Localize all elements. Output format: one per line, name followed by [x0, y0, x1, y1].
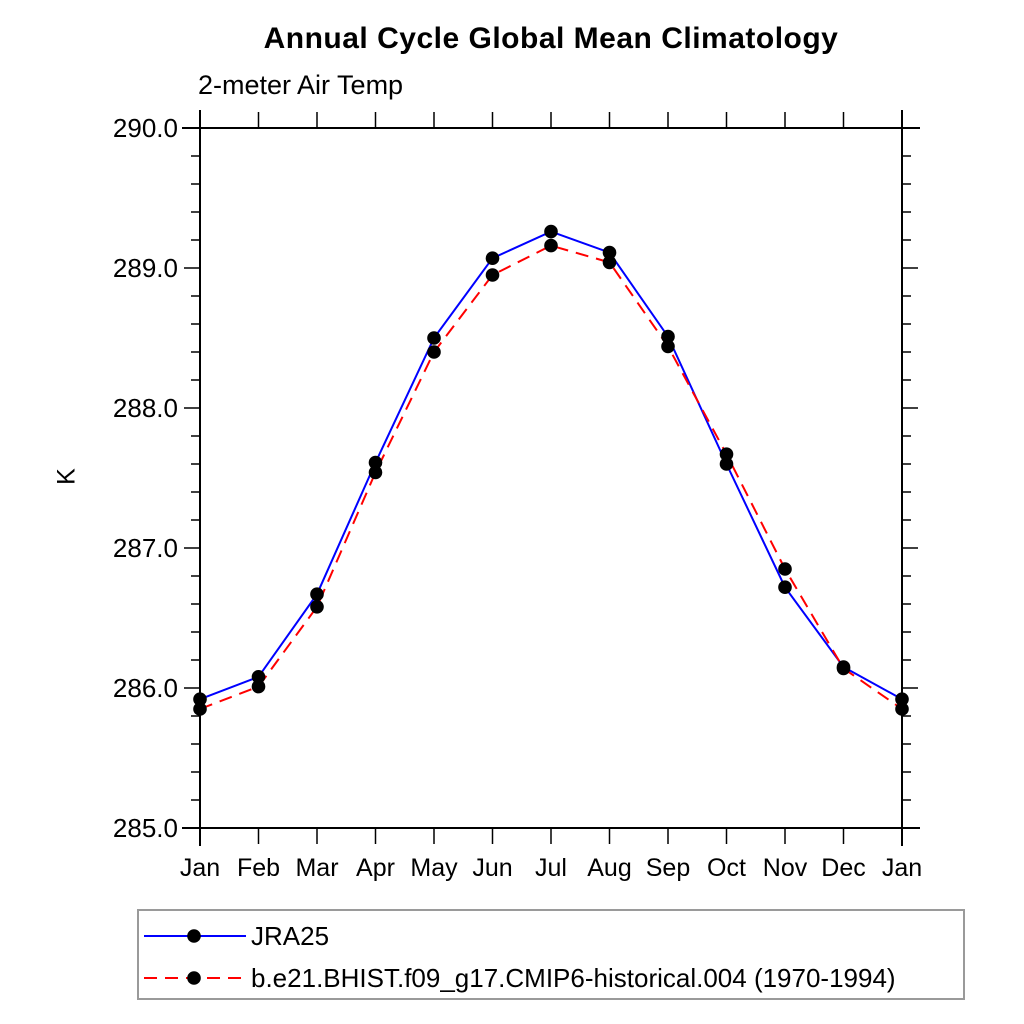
legend-label: b.e21.BHIST.f09_g17.CMIP6-historical.004… — [251, 962, 896, 993]
svg-text:Feb: Feb — [237, 854, 280, 882]
svg-text:285.0: 285.0 — [113, 813, 178, 843]
chart-subtitle: 2-meter Air Temp — [198, 70, 404, 100]
legend-item: JRA25 — [141, 921, 329, 951]
svg-text:Oct: Oct — [707, 854, 746, 882]
chart-title: Annual Cycle Global Mean Climatology — [263, 22, 839, 55]
legend-line-sample-series-0 — [144, 929, 246, 943]
svg-text:Mar: Mar — [295, 854, 338, 882]
svg-text:290.0: 290.0 — [113, 113, 178, 143]
legend: JRA25 b.e21.BHIST.f09_g17.CMIP6-historic… — [137, 909, 965, 1000]
svg-text:288.0: 288.0 — [113, 393, 178, 423]
svg-text:289.0: 289.0 — [113, 253, 178, 283]
svg-text:287.0: 287.0 — [113, 533, 178, 563]
svg-text:Sep: Sep — [646, 854, 690, 882]
svg-text:286.0: 286.0 — [113, 673, 178, 703]
svg-text:Jan: Jan — [180, 854, 220, 882]
legend-label: JRA25 — [251, 920, 330, 951]
svg-text:Apr: Apr — [356, 854, 395, 882]
svg-text:Aug: Aug — [587, 854, 631, 882]
svg-text:May: May — [410, 854, 458, 882]
svg-text:Jun: Jun — [472, 854, 512, 882]
legend-line-sample-series-1 — [144, 971, 246, 985]
svg-text:Dec: Dec — [821, 854, 865, 882]
legend-item: b.e21.BHIST.f09_g17.CMIP6-historical.004… — [141, 963, 896, 993]
svg-text:Nov: Nov — [763, 854, 808, 882]
svg-text:Jul: Jul — [535, 854, 567, 882]
svg-text:Jan: Jan — [882, 854, 922, 882]
